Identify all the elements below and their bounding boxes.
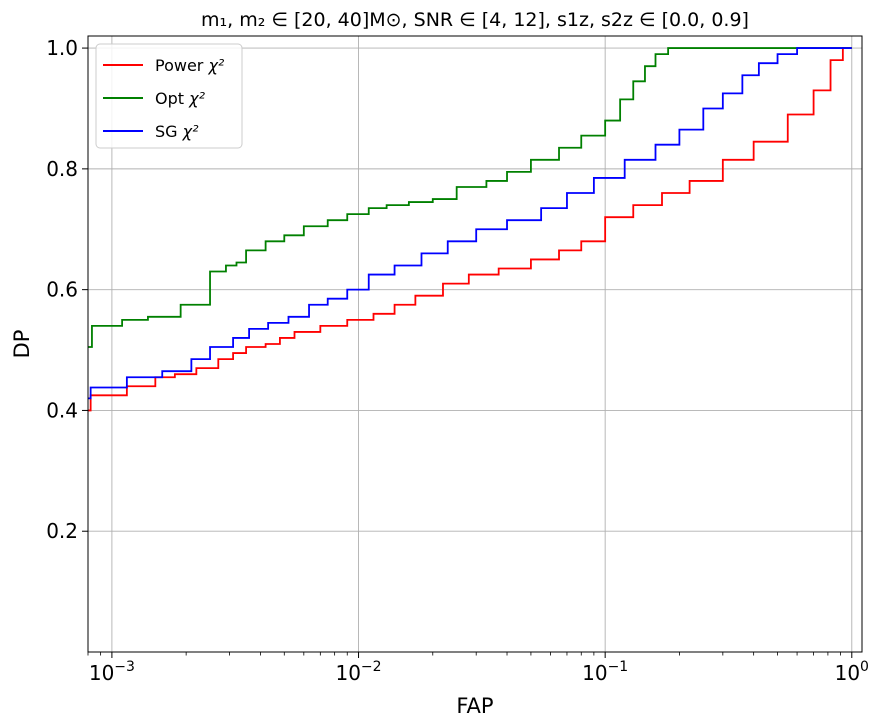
- x-tick-label: 10−1: [582, 659, 628, 685]
- y-axis-title: DP: [10, 330, 34, 359]
- x-tick-exponent: −1: [608, 659, 629, 675]
- x-tick-label: 10−3: [89, 659, 135, 685]
- legend-series-name: Power: [155, 56, 204, 75]
- legend-entry-sg: SG χ²: [155, 122, 199, 141]
- legend-series-name: Opt: [155, 89, 184, 108]
- x-tick-base: 10: [335, 661, 360, 685]
- series-line-opt: [88, 47, 852, 348]
- x-tick-label: 100: [835, 659, 869, 685]
- legend-series-symbol: χ²: [203, 56, 225, 75]
- y-tick-label: 0.2: [46, 519, 78, 543]
- tick-marks: [82, 47, 853, 658]
- x-axis-title: FAP: [456, 694, 493, 718]
- legend-series-symbol: χ²: [178, 122, 200, 141]
- y-tick-label: 1.0: [46, 36, 78, 60]
- series-line-sg: [88, 47, 852, 400]
- x-tick-exponent: −3: [114, 659, 135, 675]
- legend-entry-opt: Opt χ²: [155, 89, 206, 108]
- y-tick-label: 0.8: [46, 157, 78, 181]
- series-layer: [88, 47, 852, 412]
- x-tick-label: 10−2: [335, 659, 381, 685]
- legend-series-symbol: χ²: [184, 89, 206, 108]
- series-line-power: [88, 47, 852, 412]
- legend-series-name: SG: [155, 122, 178, 141]
- plot-frame: [87, 35, 863, 653]
- legend-box: [95, 43, 243, 149]
- chart-title: m₁, m₂ ∈ [20, 40]M⊙, SNR ∈ [4, 12], s1z,…: [201, 9, 749, 31]
- x-tick-base: 10: [89, 661, 114, 685]
- x-tick-exponent: −2: [361, 659, 382, 675]
- y-tick-label: 0.6: [46, 278, 78, 302]
- x-tick-base: 10: [835, 661, 860, 685]
- x-tick-base: 10: [582, 661, 607, 685]
- x-tick-exponent: 0: [860, 659, 869, 675]
- y-tick-label: 0.4: [46, 398, 78, 422]
- legend-entry-power: Power χ²: [155, 56, 225, 75]
